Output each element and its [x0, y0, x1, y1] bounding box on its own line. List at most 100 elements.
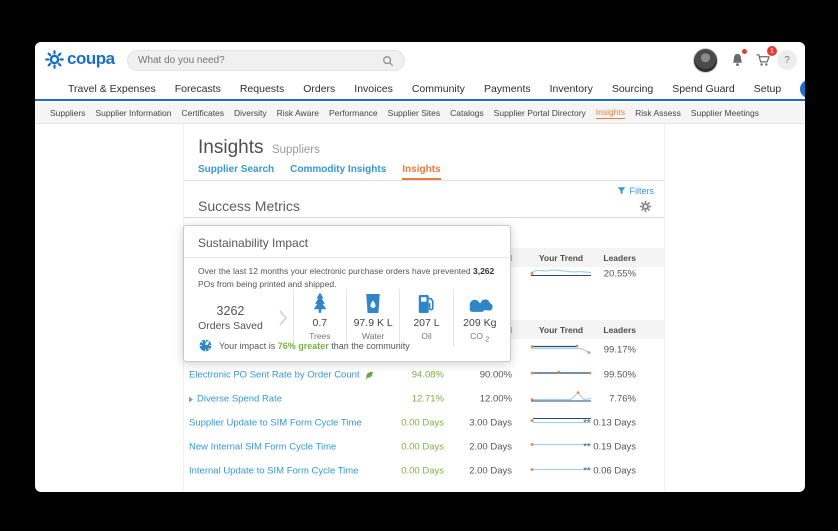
- current-value: 0.00 Days: [401, 417, 444, 429]
- cart-button[interactable]: 1: [751, 45, 778, 72]
- help-button[interactable]: ?: [777, 50, 797, 70]
- nav-travel-expenses[interactable]: Travel & Expenses: [68, 82, 156, 95]
- popup-title: Sustainability Impact: [184, 226, 510, 258]
- filters-label: Filters: [629, 186, 655, 196]
- page-subtitle: Suppliers: [271, 144, 320, 156]
- nav-more-button[interactable]: More...: [800, 79, 805, 98]
- nav-sourcing[interactable]: Sourcing: [611, 82, 654, 95]
- leaders-value: 7.76%: [609, 393, 636, 405]
- goal-value: 2.00 Days: [469, 441, 512, 453]
- goal-value: 2.00 Days: [469, 465, 512, 477]
- subnav-catalogs[interactable]: Catalogs: [450, 108, 484, 118]
- col-leaders: Leaders: [603, 324, 636, 335]
- footer-text: than the community: [328, 340, 410, 351]
- impact-value: 207 L: [413, 317, 440, 329]
- subnav-suppliers[interactable]: Suppliers: [50, 108, 86, 118]
- subnav-supplier-portal-directory[interactable]: Supplier Portal Directory: [493, 108, 586, 118]
- metric-label: Diverse Spend Rate: [197, 393, 283, 405]
- coupa-logo[interactable]: coupa: [45, 49, 115, 69]
- trend-sparkline: [529, 437, 593, 458]
- filter-icon: [617, 187, 625, 195]
- subnav-risk-assess[interactable]: Risk Assess: [635, 108, 681, 118]
- subnav-certificates[interactable]: Certificates: [181, 108, 225, 118]
- section-divider: [184, 217, 664, 218]
- tree-icon: [311, 291, 329, 314]
- page-title: Insights Suppliers: [198, 137, 320, 159]
- footer-highlight: 76% greater: [277, 340, 329, 351]
- trend-sparkline: [529, 365, 593, 386]
- nav-requests[interactable]: Requests: [239, 82, 285, 95]
- leaf-icon: [364, 371, 373, 380]
- goal-value: 90.00%: [479, 369, 512, 381]
- coupa-logo-icon: [45, 49, 64, 69]
- subnav-supplier-information[interactable]: Supplier Information: [95, 108, 172, 118]
- nav-invoices[interactable]: Invoices: [354, 82, 393, 95]
- current-value: 12.71%: [411, 393, 444, 405]
- impact-value: 209 Kg: [463, 317, 497, 329]
- table-row: New Internal SIM Form Cycle Time 0.00 Da…: [184, 435, 664, 459]
- chevron-right-icon: [273, 289, 293, 347]
- table-row: Supplier Update to SIM Form Cycle Time 0…: [184, 411, 664, 435]
- global-search[interactable]: [127, 50, 405, 71]
- nav-community[interactable]: Community: [411, 82, 465, 95]
- metric-link-supplier-update[interactable]: Supplier Update to SIM Form Cycle Time: [189, 417, 362, 429]
- nav-forecasts[interactable]: Forecasts: [174, 82, 221, 95]
- metric-link-electronic-po[interactable]: Electronic PO Sent Rate by Order Count: [189, 370, 374, 381]
- avatar[interactable]: [693, 48, 718, 73]
- trend-sparkline: [529, 461, 593, 482]
- search-input[interactable]: [138, 55, 382, 66]
- app-window: coupa 1 ?: [35, 42, 805, 492]
- impact-label: Water: [361, 331, 385, 341]
- tab-supplier-search[interactable]: Supplier Search: [198, 164, 275, 175]
- water-icon: [364, 291, 382, 314]
- nav-setup[interactable]: Setup: [753, 82, 782, 95]
- nav-inventory[interactable]: Inventory: [549, 82, 593, 95]
- tabs-divider: [184, 180, 664, 181]
- goal-value: 12.00%: [479, 393, 512, 405]
- metric-link-new-internal-sim[interactable]: New Internal SIM Form Cycle Time: [189, 441, 337, 453]
- nav-orders[interactable]: Orders: [303, 82, 336, 95]
- impact-cell-water: 97.9 K L Water: [346, 289, 399, 347]
- current-value: 0.00 Days: [401, 465, 444, 477]
- subnav-risk-aware[interactable]: Risk Aware: [276, 108, 319, 118]
- expand-arrow-icon[interactable]: [189, 396, 193, 402]
- impact-value: 0.7: [312, 317, 328, 329]
- nav-spend-guard[interactable]: Spend Guard: [672, 82, 735, 95]
- metric-link-internal-update[interactable]: Internal Update to SIM Form Cycle Time: [189, 465, 359, 477]
- top-bar: coupa 1 ?: [35, 42, 805, 78]
- subnav-diversity[interactable]: Diversity: [234, 108, 267, 118]
- cart-icon: [756, 54, 771, 66]
- subnav-insights[interactable]: Insights: [595, 107, 626, 119]
- sustainability-popup: Sustainability Impact Over the last 12 m…: [183, 225, 511, 362]
- orders-saved-cell: 3262 Orders Saved: [188, 289, 273, 347]
- insights-tabs: Supplier Search Commodity Insights Insig…: [198, 164, 441, 180]
- subnav-supplier-meetings[interactable]: Supplier Meetings: [690, 108, 759, 118]
- subnav-performance[interactable]: Performance: [328, 108, 378, 118]
- impact-label: Oil: [421, 331, 432, 341]
- leaders-value: 99.17%: [603, 344, 636, 356]
- impact-cell-co2: 209 Kg CO 2: [452, 289, 506, 347]
- impact-label: Trees: [309, 331, 331, 341]
- tab-insights[interactable]: Insights: [402, 164, 441, 180]
- filters-button[interactable]: Filters: [617, 186, 655, 196]
- table-row: 20.55%: [184, 262, 664, 286]
- nav-payments[interactable]: Payments: [483, 82, 531, 95]
- page-title-text: Insights: [198, 137, 264, 158]
- tab-commodity-insights[interactable]: Commodity Insights: [290, 164, 387, 175]
- metric-link-diverse-spend[interactable]: Diverse Spend Rate: [189, 394, 282, 405]
- cloud-icon: [467, 291, 493, 314]
- settings-gear-icon[interactable]: [639, 200, 652, 218]
- popup-footer: Your impact is 76% greater than the comm…: [198, 338, 410, 353]
- subnav-supplier-sites[interactable]: Supplier Sites: [387, 108, 441, 118]
- notifications-button[interactable]: [725, 48, 749, 72]
- popup-body: Over the last 12 months your electronic …: [184, 258, 510, 291]
- trend-sparkline: [529, 340, 593, 361]
- help-label: ?: [784, 54, 790, 66]
- footer-text: Your impact is: [219, 340, 278, 351]
- col-your-trend: Your Trend: [538, 324, 584, 335]
- trend-sparkline: [529, 389, 593, 410]
- leaders-value: 20.55%: [603, 268, 636, 280]
- leaders-value: 99.50%: [603, 369, 636, 381]
- fuel-pump-icon: [417, 291, 435, 314]
- trend-sparkline: [529, 413, 593, 434]
